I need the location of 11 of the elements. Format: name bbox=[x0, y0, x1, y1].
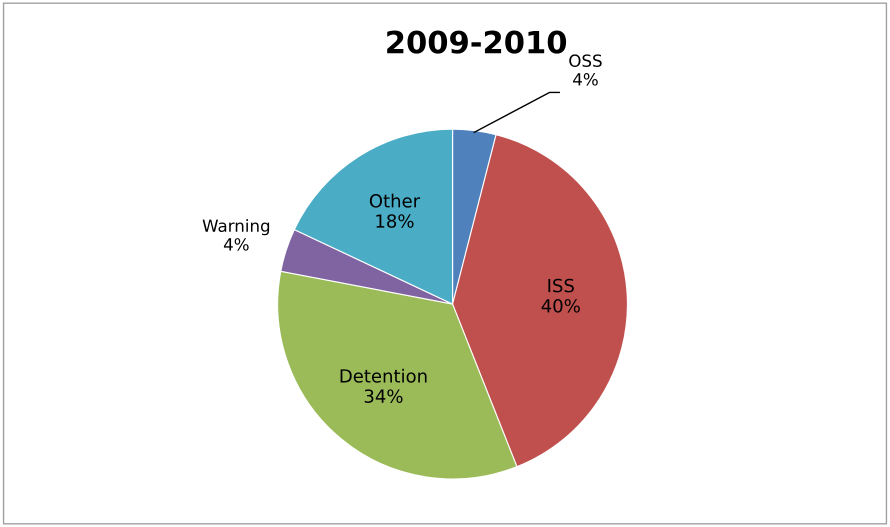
data-label: 40% bbox=[542, 298, 580, 313]
slice-label: Detention bbox=[340, 368, 427, 383]
data-label: 34% bbox=[364, 389, 403, 403]
data-label: 18% bbox=[376, 214, 414, 228]
slice-label: OSS bbox=[569, 54, 602, 67]
chart-title: 2009-2010 bbox=[387, 30, 566, 54]
slice-label: Warning bbox=[202, 219, 270, 236]
slice-label: Other bbox=[370, 194, 420, 208]
slice-label: ISS bbox=[548, 278, 574, 292]
data-label: 4% bbox=[573, 73, 598, 86]
data-label: 4% bbox=[224, 238, 249, 251]
